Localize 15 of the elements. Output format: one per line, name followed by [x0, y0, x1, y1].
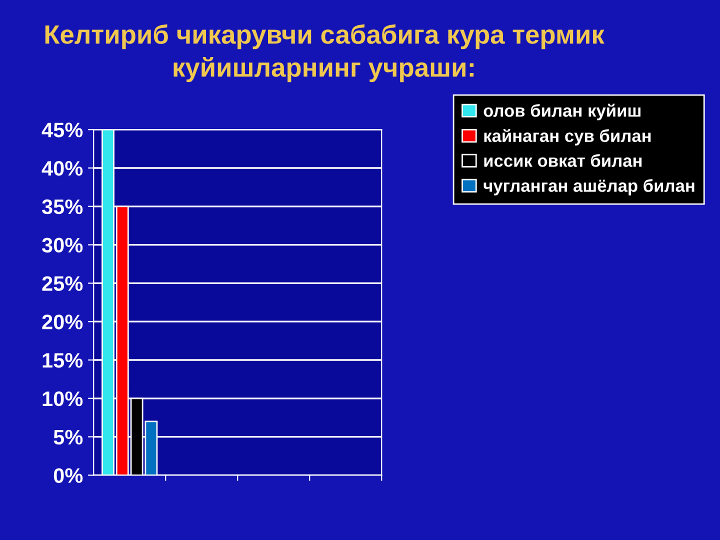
legend-label: кайнаган сув билан	[484, 128, 651, 146]
y-tick-label: 45%	[42, 122, 83, 138]
legend-label: иссик овкат билан	[484, 154, 642, 167]
y-tick-label: 40%	[42, 161, 83, 176]
y-tick-label: 0%	[54, 468, 83, 483]
y-tick-label: 10%	[42, 391, 83, 406]
y-tick-label: 35%	[42, 199, 83, 214]
legend-label: олов билан куйиш	[484, 104, 640, 120]
y-tick-label: 25%	[42, 276, 83, 291]
chart-title: Келтириб чикарувчи сабабига кура термик куйишларнинг учраши:	[45, 24, 604, 82]
y-tick-label: 30%	[42, 238, 83, 253]
y-tick-label: 15%	[42, 353, 83, 368]
y-tick-label: 5%	[54, 430, 83, 445]
y-tick-label: 20%	[42, 314, 83, 330]
legend-label: чугланган ашёлар билан	[484, 179, 694, 196]
